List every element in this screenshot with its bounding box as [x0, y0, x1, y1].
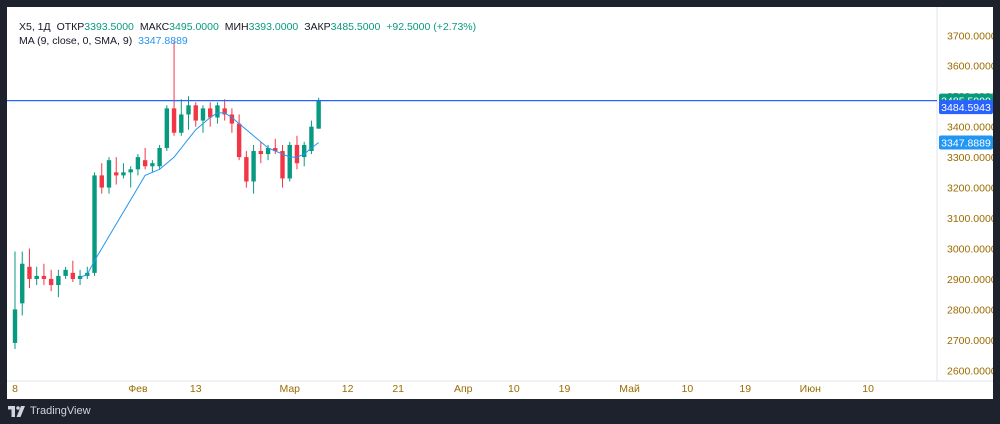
candle-body	[106, 160, 112, 188]
candle-body	[273, 147, 278, 152]
open-value: 3393.5000	[84, 21, 134, 33]
time-axis[interactable]: 8 Фев 13 Мар 12 21 Апр 10 19 Май 10 19 Июн 10	[12, 383, 874, 395]
candle-body	[179, 114, 184, 133]
candles	[12, 41, 321, 350]
price-label-tag	[939, 135, 993, 150]
candle-body	[77, 275, 83, 279]
price-tick-label: 3400.0000	[947, 122, 993, 134]
time-tick-label: 10	[508, 383, 520, 395]
grid	[7, 7, 993, 382]
candle-body	[309, 126, 314, 152]
time-tick-label: Апр	[454, 383, 473, 395]
candle-body	[48, 278, 54, 286]
candle-body	[280, 151, 285, 179]
candle-body	[287, 144, 292, 179]
candle-body	[99, 175, 104, 188]
tradingview-logo-icon[interactable]	[8, 405, 25, 417]
time-tick-label: 21	[392, 383, 404, 395]
price-tick-label: 3100.0000	[947, 213, 993, 225]
candle-body	[200, 108, 206, 121]
ma-value: 3347.8889	[138, 35, 188, 47]
candle-body	[20, 263, 25, 304]
close-value: 3485.5000	[330, 21, 381, 33]
time-tick-label: 12	[342, 383, 354, 395]
ma-label: MA (9, close, 0, SMA, 9)	[19, 35, 133, 47]
time-tick-label: Июн	[800, 383, 821, 395]
candle-body	[208, 108, 213, 118]
candle-body	[229, 114, 235, 124]
close-label: ЗАКР	[304, 21, 331, 33]
price-tick-label: 3300.0000	[947, 152, 993, 164]
candle-body	[34, 275, 39, 279]
candle-body	[171, 108, 177, 133]
moving-average	[79, 112, 320, 278]
low-label: МИН	[224, 21, 249, 33]
candle-body	[193, 105, 198, 121]
candle-body	[157, 147, 162, 167]
candle-body	[265, 147, 271, 155]
price-tick-label: 2700.0000	[947, 335, 993, 347]
candle-body	[222, 108, 227, 115]
time-tick-label: 19	[739, 383, 751, 395]
ma-legend-row[interactable]: MA (9, close, 0, SMA, 9) 3347.8889	[19, 34, 476, 48]
price-tick-label: 3000.0000	[947, 243, 993, 255]
chart-frame[interactable]: 2600.0000 2700.0000 2800.0000 2900.0000 3000…	[7, 7, 993, 399]
candle-body	[236, 123, 242, 158]
candle-body	[121, 172, 126, 176]
chart-legend: X5, 1Д ОТКР3393.5000 МАКС3495.0000 МИН33…	[19, 20, 476, 48]
change-value: +92.5000 (+2.73%)	[386, 21, 477, 33]
candle-body	[251, 151, 256, 182]
price-tick-label: 3600.0000	[947, 61, 993, 73]
candlestick-chart[interactable]: 2600.0000 2700.0000 2800.0000 2900.0000 3000…	[7, 7, 993, 399]
candle-body	[258, 151, 264, 155]
candle-body	[114, 172, 119, 176]
high-label: МАКС	[139, 21, 170, 33]
time-tick-label: 10	[862, 383, 874, 395]
price-tick-label: 2800.0000	[947, 304, 993, 316]
price-tick-label: 2900.0000	[947, 274, 993, 286]
candle-body	[215, 105, 220, 118]
candle-body	[150, 163, 155, 167]
candle-body	[186, 105, 191, 115]
candle-body	[92, 175, 97, 273]
time-tick-label: Фев	[128, 383, 148, 395]
candle-body	[12, 309, 18, 343]
time-tick-label: 10	[682, 383, 694, 395]
low-value: 3393.0000	[248, 21, 299, 33]
candle-body	[128, 169, 133, 173]
price-label-text: 3347.8889	[941, 137, 991, 149]
candle-body	[244, 157, 249, 182]
footer: TradingView	[8, 403, 91, 419]
time-tick-label: 13	[190, 383, 202, 395]
candle-body	[63, 269, 68, 276]
candle-body	[135, 157, 141, 170]
brand-name[interactable]: TradingView	[30, 405, 91, 417]
price-axis[interactable]: 2600.0000 2700.0000 2800.0000 2900.0000 3000…	[939, 30, 993, 377]
ohlc-legend-row: X5, 1Д ОТКР3393.5000 МАКС3495.0000 МИН33…	[19, 20, 476, 34]
candle-body	[302, 144, 307, 158]
candle-body	[27, 266, 32, 279]
price-tick-label: 3700.0000	[947, 30, 993, 42]
candle-body	[56, 275, 61, 286]
time-tick-label: Май	[619, 383, 640, 395]
open-label: ОТКР	[56, 21, 85, 33]
price-label-text: 3484.5943	[941, 102, 991, 114]
high-value: 3495.0000	[169, 21, 219, 33]
price-label-tag	[939, 100, 993, 115]
ma-line	[79, 112, 320, 278]
candle-body	[142, 160, 148, 167]
price-tick-label: 2600.0000	[947, 365, 993, 377]
time-tick-label: Мар	[279, 383, 300, 395]
price-tick-label: 3200.0000	[947, 183, 993, 195]
candle-body	[41, 275, 47, 279]
candle-body	[164, 108, 170, 148]
candle-body	[70, 272, 76, 279]
time-tick-label: 8	[12, 383, 18, 395]
candle-body	[294, 144, 300, 164]
time-tick-label: 19	[559, 383, 571, 395]
symbol-label[interactable]: X5, 1Д	[19, 21, 51, 33]
candle-body	[316, 100, 321, 129]
